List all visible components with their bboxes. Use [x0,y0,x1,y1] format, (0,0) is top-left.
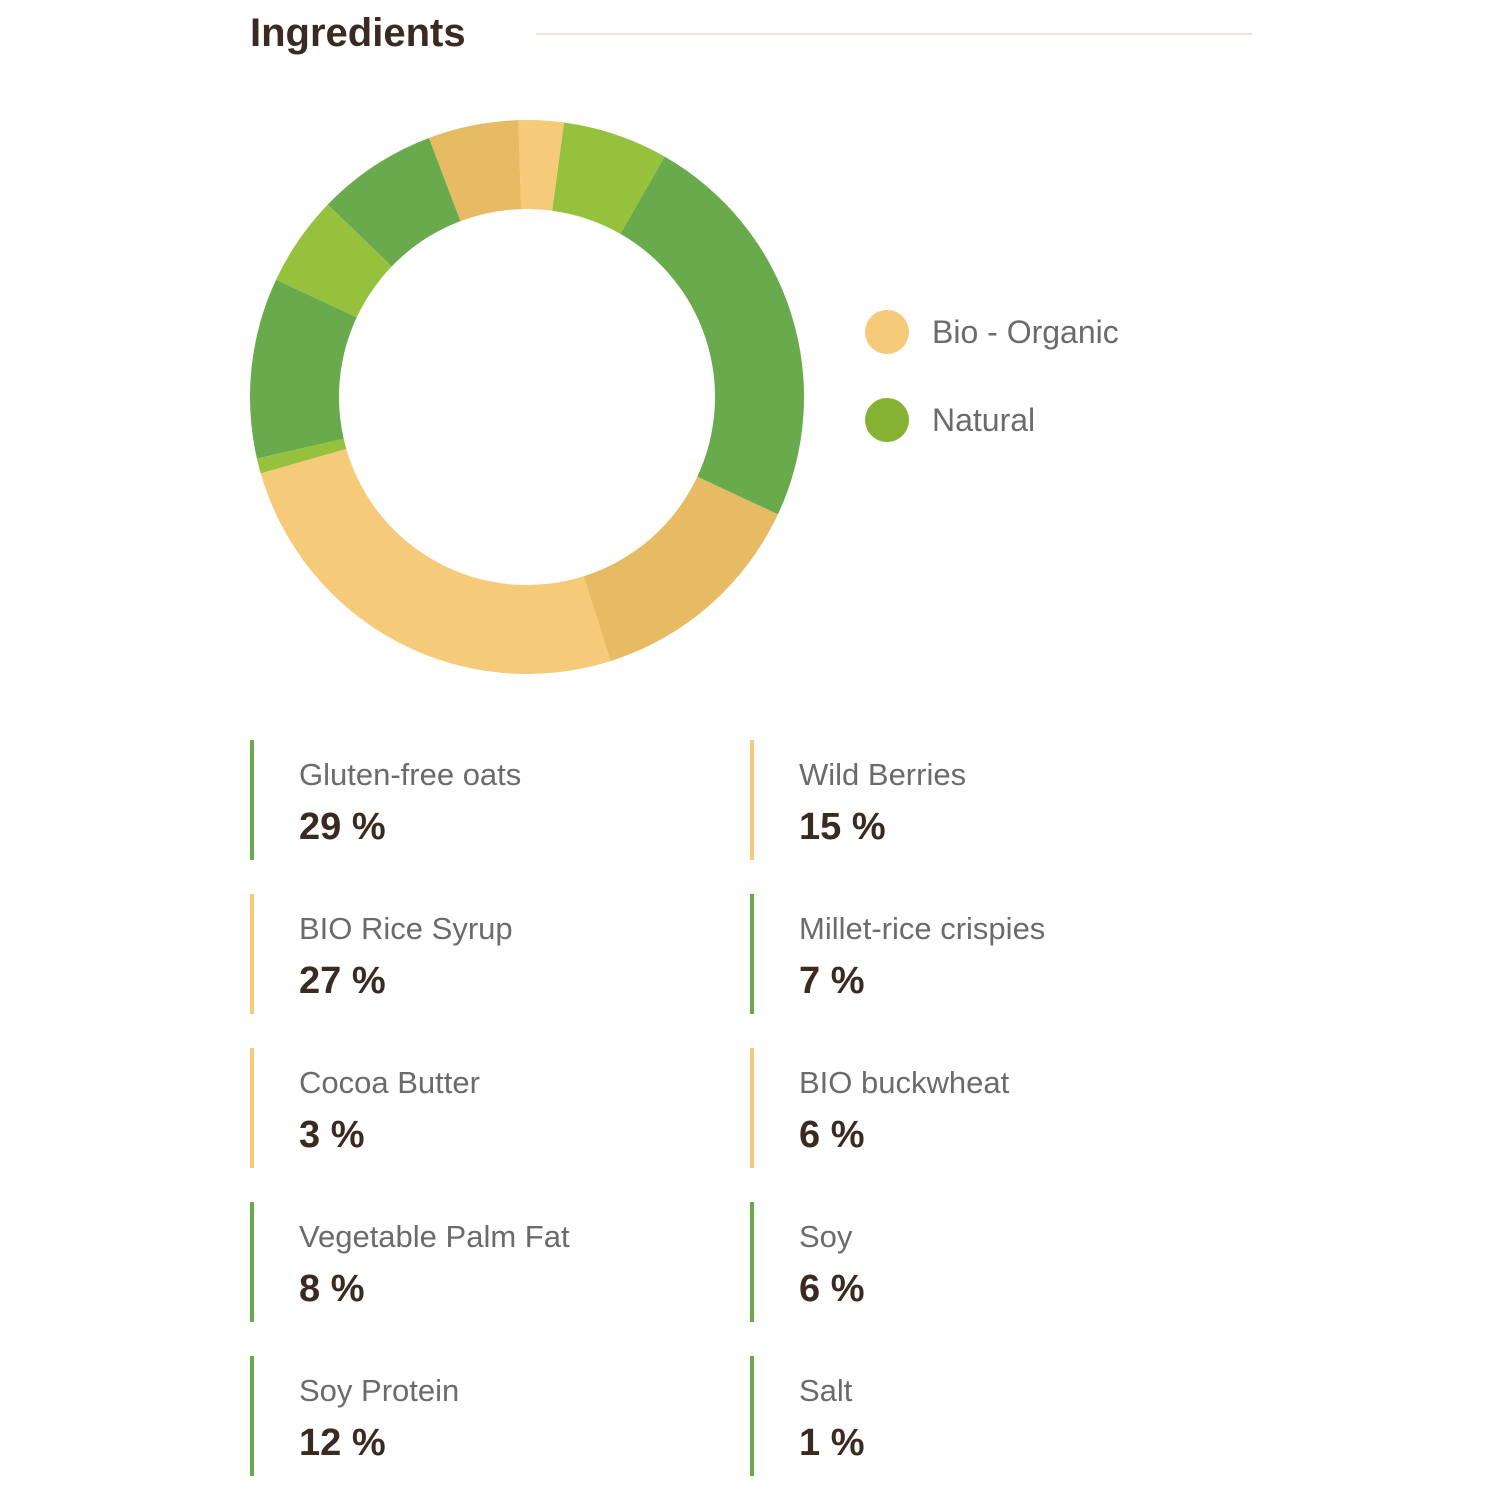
ingredient-percent: 27 % [299,960,386,1002]
legend-item-natural: Natural [865,398,1119,442]
ingredients-donut-chart [250,120,804,674]
ingredient-item: Soy Protein 12 % [250,1356,700,1476]
ingredient-item: Gluten-free oats 29 % [250,740,700,860]
ingredient-percent: 7 % [799,960,865,1002]
ingredient-name: Vegetable Palm Fat [299,1219,570,1254]
legend-item-organic: Bio - Organic [865,310,1119,354]
legend-label-natural: Natural [932,401,1036,438]
ingredient-name: Soy [799,1219,853,1254]
ingredient-item: Millet-rice crispies 7 % [750,894,1200,1014]
legend-swatch-organic [865,310,909,354]
ingredient-item: Soy 6 % [750,1202,1200,1322]
donut-slice [428,120,522,222]
ingredient-percent: 3 % [299,1114,365,1156]
ingredient-name: BIO buckwheat [799,1065,1010,1100]
section-title: Ingredients [250,11,466,55]
donut-slice [583,476,778,662]
ingredient-percent: 6 % [799,1114,865,1156]
ingredient-name: BIO Rice Syrup [299,911,513,946]
ingredient-item: BIO buckwheat 6 % [750,1048,1200,1168]
ingredient-item: Vegetable Palm Fat 8 % [250,1202,700,1322]
ingredient-name: Cocoa Butter [299,1065,480,1100]
ingredient-percent: 1 % [799,1422,865,1464]
donut-slice [250,279,357,459]
title-divider [536,33,1252,35]
donut-slice [327,137,461,267]
donut-slice [552,122,665,234]
ingredient-name: Gluten-free oats [299,757,522,792]
legend-label-organic: Bio - Organic [932,313,1119,350]
ingredient-name: Soy Protein [299,1373,460,1408]
chart-legend: Bio - Organic Natural [865,310,1119,486]
ingredient-item: Salt 1 % [750,1356,1200,1476]
ingredient-percent: 15 % [799,806,886,848]
ingredient-percent: 12 % [299,1422,386,1464]
ingredient-percent: 29 % [299,806,386,848]
ingredient-name: Millet-rice crispies [799,911,1046,946]
donut-slice [256,438,347,474]
ingredient-percent: 8 % [299,1268,365,1310]
ingredient-percent: 6 % [799,1268,865,1310]
donut-slice [260,448,611,674]
legend-swatch-natural [865,398,909,442]
donut-slice [620,156,804,515]
ingredient-item: Wild Berries 15 % [750,740,1200,860]
ingredient-name: Salt [799,1373,853,1408]
ingredient-item: Cocoa Butter 3 % [250,1048,700,1168]
ingredient-item: BIO Rice Syrup 27 % [250,894,700,1014]
donut-slice [276,204,392,318]
donut-slice [518,120,565,211]
ingredient-name: Wild Berries [799,757,967,792]
